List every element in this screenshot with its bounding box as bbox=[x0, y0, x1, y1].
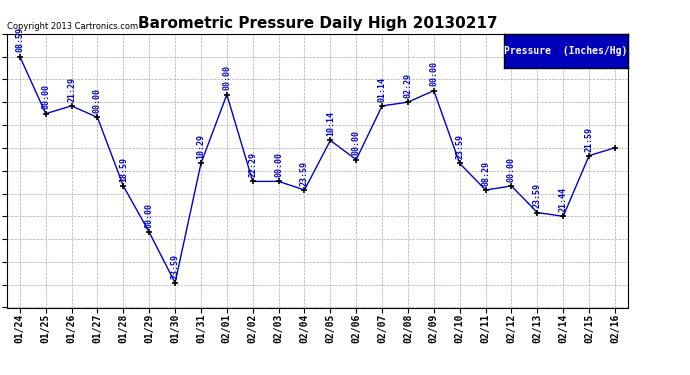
Title: Barometric Pressure Daily High 20130217: Barometric Pressure Daily High 20130217 bbox=[137, 16, 497, 31]
Text: 23:59: 23:59 bbox=[300, 161, 309, 186]
Text: 18:59: 18:59 bbox=[119, 157, 128, 182]
Text: 21:44: 21:44 bbox=[559, 187, 568, 212]
Text: Pressure  (Inches/Hg): Pressure (Inches/Hg) bbox=[504, 46, 627, 56]
Text: 00:00: 00:00 bbox=[352, 130, 361, 156]
Text: Copyright 2013 Cartronics.com: Copyright 2013 Cartronics.com bbox=[7, 22, 138, 31]
Text: 00:00: 00:00 bbox=[145, 203, 154, 228]
Text: 02:29: 02:29 bbox=[404, 73, 413, 98]
Text: 10:29: 10:29 bbox=[197, 134, 206, 159]
Text: 23:59: 23:59 bbox=[170, 254, 179, 279]
Text: 22:29: 22:29 bbox=[248, 152, 257, 177]
Text: 10:14: 10:14 bbox=[326, 111, 335, 136]
Text: 00:00: 00:00 bbox=[507, 157, 516, 182]
Text: 08:59: 08:59 bbox=[15, 27, 24, 53]
Text: 21:59: 21:59 bbox=[584, 126, 593, 152]
Text: 00:00: 00:00 bbox=[429, 62, 438, 87]
Text: 00:00: 00:00 bbox=[222, 66, 231, 90]
Text: 23:59: 23:59 bbox=[455, 134, 464, 159]
Text: 08:29: 08:29 bbox=[481, 161, 490, 186]
Text: 00:00: 00:00 bbox=[93, 88, 102, 113]
Text: 01:14: 01:14 bbox=[377, 77, 386, 102]
Text: 23:59: 23:59 bbox=[533, 183, 542, 209]
Text: 00:00: 00:00 bbox=[274, 152, 283, 177]
Text: 21:29: 21:29 bbox=[67, 77, 76, 102]
Text: 00:00: 00:00 bbox=[41, 84, 50, 109]
